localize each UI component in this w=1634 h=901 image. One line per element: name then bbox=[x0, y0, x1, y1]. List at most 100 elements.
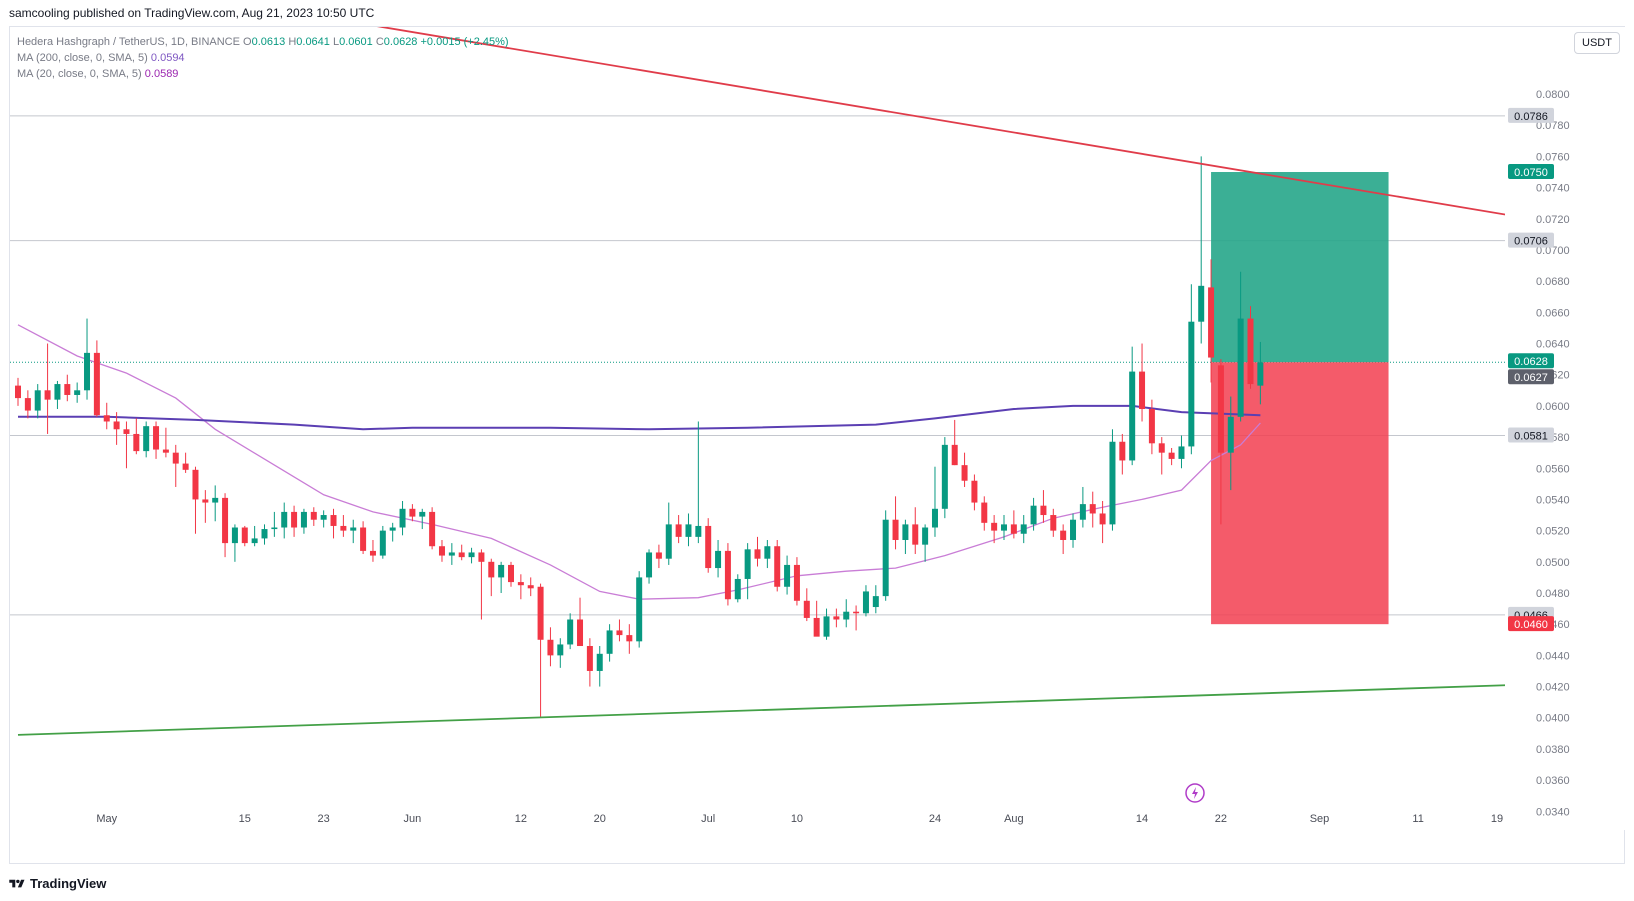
candle[interactable] bbox=[793, 557, 800, 606]
candle[interactable] bbox=[853, 605, 860, 631]
candle[interactable] bbox=[1158, 437, 1165, 475]
candle[interactable] bbox=[241, 525, 248, 547]
candle[interactable] bbox=[300, 508, 307, 534]
candle[interactable] bbox=[665, 502, 672, 565]
candle[interactable] bbox=[586, 638, 593, 687]
candle[interactable] bbox=[971, 474, 978, 511]
ma200-line[interactable] bbox=[18, 404, 1261, 431]
candle[interactable] bbox=[872, 585, 879, 614]
candle[interactable] bbox=[1099, 501, 1106, 544]
candle[interactable] bbox=[508, 561, 514, 587]
candle[interactable] bbox=[369, 539, 376, 562]
candle[interactable] bbox=[1060, 524, 1067, 555]
candle[interactable] bbox=[438, 539, 445, 562]
candle[interactable] bbox=[803, 588, 810, 622]
candle[interactable] bbox=[1070, 513, 1077, 548]
candle[interactable] bbox=[557, 638, 564, 668]
candle[interactable] bbox=[1217, 359, 1224, 525]
candle[interactable] bbox=[1129, 346, 1136, 466]
candle[interactable] bbox=[991, 515, 998, 544]
candle[interactable] bbox=[695, 421, 702, 544]
candle[interactable] bbox=[646, 549, 653, 584]
candle[interactable] bbox=[675, 515, 682, 544]
candle[interactable] bbox=[340, 515, 347, 537]
candle[interactable] bbox=[862, 585, 869, 617]
candle[interactable] bbox=[498, 561, 505, 593]
candle[interactable] bbox=[1148, 399, 1155, 455]
candle[interactable] bbox=[1079, 486, 1086, 528]
candle[interactable] bbox=[882, 510, 889, 601]
ma20-line[interactable] bbox=[17, 324, 1261, 600]
candle[interactable] bbox=[734, 574, 741, 603]
candle[interactable] bbox=[261, 524, 268, 545]
candle[interactable] bbox=[15, 377, 21, 406]
candle[interactable] bbox=[724, 543, 731, 606]
candle[interactable] bbox=[153, 421, 160, 459]
candle[interactable] bbox=[951, 419, 958, 466]
candle[interactable] bbox=[379, 525, 386, 559]
candle[interactable] bbox=[655, 544, 662, 569]
candle[interactable] bbox=[1188, 284, 1195, 455]
candle[interactable] bbox=[1257, 341, 1264, 405]
candle[interactable] bbox=[222, 493, 229, 558]
candle[interactable] bbox=[606, 624, 613, 662]
candle[interactable] bbox=[34, 384, 41, 419]
candle[interactable] bbox=[399, 501, 406, 536]
candle[interactable] bbox=[360, 521, 367, 555]
candle[interactable] bbox=[527, 577, 534, 597]
candle[interactable] bbox=[1040, 490, 1047, 523]
candle[interactable] bbox=[1050, 508, 1057, 537]
resistance-trendline[interactable] bbox=[373, 25, 1606, 231]
candle[interactable] bbox=[1119, 433, 1126, 475]
candle[interactable] bbox=[981, 496, 988, 531]
candle[interactable] bbox=[941, 437, 948, 519]
support-trendline[interactable] bbox=[17, 682, 1605, 736]
candle[interactable] bbox=[754, 536, 761, 567]
candle[interactable] bbox=[44, 343, 51, 434]
candle[interactable] bbox=[172, 444, 179, 487]
plot-area[interactable] bbox=[10, 25, 1606, 736]
candle[interactable] bbox=[74, 382, 81, 403]
candle[interactable] bbox=[1168, 447, 1175, 466]
candle[interactable] bbox=[133, 418, 140, 455]
candle[interactable] bbox=[320, 510, 327, 528]
candle[interactable] bbox=[448, 543, 455, 565]
candle[interactable] bbox=[567, 613, 574, 650]
candle[interactable] bbox=[113, 412, 120, 445]
candle[interactable] bbox=[636, 571, 643, 648]
candle[interactable] bbox=[833, 608, 840, 628]
legend-ma200-row[interactable]: MA (200, close, 0, SMA, 5) 0.0594 bbox=[17, 50, 509, 66]
candle[interactable] bbox=[202, 490, 209, 523]
candle[interactable] bbox=[409, 504, 416, 522]
candle[interactable] bbox=[330, 508, 337, 539]
candle[interactable] bbox=[892, 496, 899, 550]
candle[interactable] bbox=[596, 646, 603, 687]
candle[interactable] bbox=[1001, 515, 1007, 540]
candle[interactable] bbox=[1020, 515, 1027, 544]
candle[interactable] bbox=[577, 597, 584, 647]
candle[interactable] bbox=[1178, 435, 1185, 469]
candle[interactable] bbox=[468, 547, 475, 564]
candle[interactable] bbox=[350, 519, 357, 544]
candle[interactable] bbox=[715, 539, 722, 578]
candle[interactable] bbox=[813, 600, 820, 637]
candle[interactable] bbox=[1237, 271, 1244, 422]
candle[interactable] bbox=[922, 524, 929, 562]
candle[interactable] bbox=[705, 518, 712, 573]
candle[interactable] bbox=[1109, 429, 1116, 531]
candle[interactable] bbox=[1139, 343, 1146, 422]
candle[interactable] bbox=[784, 555, 791, 595]
candle[interactable] bbox=[291, 505, 298, 537]
candle[interactable] bbox=[1030, 497, 1037, 531]
candle[interactable] bbox=[517, 574, 524, 600]
candle[interactable] bbox=[212, 485, 219, 522]
lightning-icon[interactable] bbox=[1185, 783, 1205, 803]
candle[interactable] bbox=[1089, 491, 1096, 528]
candle[interactable] bbox=[478, 549, 485, 620]
currency-unit-button[interactable]: USDT bbox=[1574, 32, 1620, 54]
candle[interactable] bbox=[54, 380, 61, 410]
candle[interactable] bbox=[419, 508, 426, 530]
candle[interactable] bbox=[103, 402, 110, 430]
candle[interactable] bbox=[744, 543, 751, 600]
